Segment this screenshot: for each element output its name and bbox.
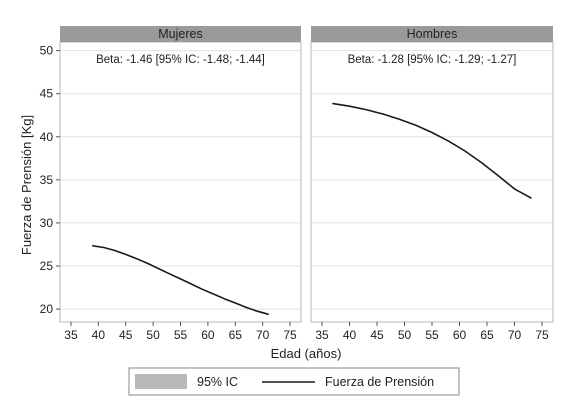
legend: 95% IC Fuerza de Prensión (128, 367, 460, 396)
x-tick-label: 40 (92, 328, 106, 342)
x-tick-label: 75 (535, 328, 549, 342)
x-tick-label: 60 (453, 328, 467, 342)
x-tick-label: 65 (480, 328, 494, 342)
x-tick-label: 35 (315, 328, 329, 342)
panel-annotation: Beta: -1.46 [95% IC: -1.48; -1.44] (96, 54, 265, 66)
series-line (92, 245, 269, 316)
x-tick-label: 50 (146, 328, 160, 342)
x-axis-title: Edad (años) (271, 346, 342, 361)
legend-ci-swatch (135, 374, 187, 389)
x-tick-label: 45 (119, 328, 133, 342)
x-tick-label: 75 (283, 328, 297, 342)
x-tick-label: 70 (508, 328, 522, 342)
y-tick-label: 40 (40, 130, 54, 144)
series-line (332, 102, 532, 199)
y-tick-label: 50 (40, 44, 54, 58)
panel-title: Hombres (407, 27, 458, 41)
panel-header (60, 26, 301, 42)
x-tick-label: 65 (229, 328, 243, 342)
y-axis-title: Fuerza de Prensión [Kg] (19, 115, 34, 255)
y-tick-label: 45 (40, 87, 54, 101)
plot-area (60, 42, 301, 322)
y-tick-label: 30 (40, 216, 54, 230)
x-tick-label: 40 (343, 328, 357, 342)
legend-ci-label: 95% IC (197, 375, 238, 389)
plot-area (311, 42, 553, 322)
x-tick-label: 35 (64, 328, 78, 342)
panel-title: Mujeres (158, 27, 202, 41)
x-tick-label: 55 (425, 328, 439, 342)
legend-line-label: Fuerza de Prensión (325, 375, 434, 389)
x-tick-label: 45 (370, 328, 384, 342)
panel-annotation: Beta: -1.28 [95% IC: -1.29; -1.27] (348, 54, 517, 66)
panel-hombres: Hombres Beta: -1.28 [95% IC: -1.29; -1.27… (310, 26, 554, 342)
x-tick-label: 60 (201, 328, 215, 342)
x-tick-label: 55 (174, 328, 188, 342)
x-tick-label: 50 (398, 328, 412, 342)
x-tick-label: 70 (256, 328, 270, 342)
y-tick-label: 20 (40, 302, 54, 316)
panel-header (311, 26, 553, 42)
y-tick-label: 25 (40, 259, 54, 273)
panel-mujeres: Mujeres Beta: -1.46 [95% IC: -1.48; -1.44… (40, 26, 302, 342)
y-tick-label: 35 (40, 173, 54, 187)
